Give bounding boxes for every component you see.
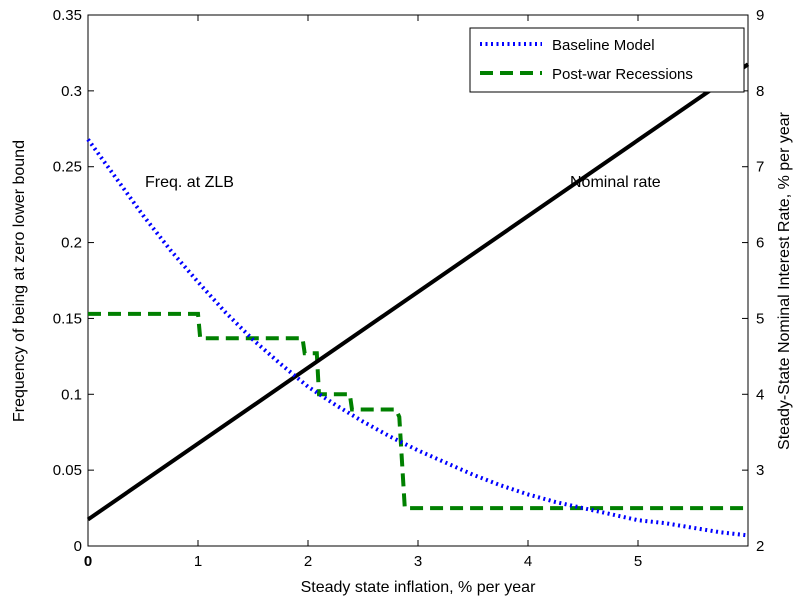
x-tick-label: 3 xyxy=(414,553,422,570)
y-tick-label: 0 xyxy=(74,538,82,555)
y-tick-label: 0.15 xyxy=(53,310,82,327)
annotation-nominal-rate: Nominal rate xyxy=(570,174,661,191)
plot-area xyxy=(87,14,749,547)
y-tick-label: 0.05 xyxy=(53,462,82,479)
x-tick-label: 2 xyxy=(304,553,312,570)
series-nominal-rate xyxy=(86,62,750,522)
series-post-war-recessions xyxy=(88,311,748,511)
x-tick-label: 5 xyxy=(634,553,642,570)
y2-tick-label: 9 xyxy=(756,7,764,24)
x-tick-label: 4 xyxy=(524,553,532,570)
y-tick-label: 0.2 xyxy=(61,235,82,252)
y2-tick-label: 3 xyxy=(756,462,764,479)
x-axis-label: Steady state inflation, % per year xyxy=(301,579,536,596)
legend: Baseline Model Post-war Recessions xyxy=(469,27,745,93)
annotation-freq-zlb: Freq. at ZLB xyxy=(145,174,234,191)
x-axis-ticks: 0 1 2 3 4 5 xyxy=(84,15,642,570)
y2-tick-label: 4 xyxy=(756,386,764,403)
x-tick-label: 0 xyxy=(84,553,92,570)
y-axis-label: Frequency of being at zero lower bound xyxy=(11,140,28,422)
y-tick-label: 0.35 xyxy=(53,7,82,24)
y2-axis-ticks: 2 3 4 5 6 7 8 9 xyxy=(742,7,764,555)
y2-tick-label: 5 xyxy=(756,310,764,327)
y2-tick-label: 2 xyxy=(756,538,764,555)
series-layer xyxy=(86,62,750,538)
y-tick-label: 0.25 xyxy=(53,159,82,176)
x-tick-label: 1 xyxy=(194,553,202,570)
y-tick-label: 0.3 xyxy=(61,83,82,100)
legend-box xyxy=(469,27,745,93)
y2-tick-label: 7 xyxy=(756,159,764,176)
legend-label-postwar: Post-war Recessions xyxy=(552,66,693,83)
y-axis-ticks: 0 0.05 0.1 0.15 0.2 0.25 0.3 0.35 xyxy=(53,7,94,555)
y-tick-label: 0.1 xyxy=(61,386,82,403)
y2-tick-label: 6 xyxy=(756,235,764,252)
y2-axis-label: Steady-State Nominal Interest Rate, % pe… xyxy=(776,111,793,450)
y2-tick-label: 8 xyxy=(756,83,764,100)
legend-label-baseline: Baseline Model xyxy=(552,37,655,54)
